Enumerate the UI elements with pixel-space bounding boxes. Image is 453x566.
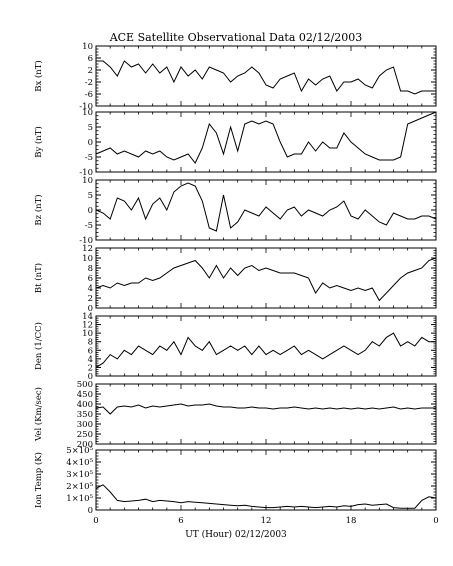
y-tick-label: 10 — [82, 42, 93, 52]
y-tick-label: 4 — [88, 284, 93, 294]
y-tick-label: 10 — [82, 254, 93, 264]
panel-2: 10 5 0 -5 -10 By (nT) — [33, 108, 437, 178]
y-axis-label: Den (1/CC) — [33, 322, 44, 370]
panel-7: 5×10⁵ 4×10⁵ 3×10⁵ 2×10⁵ 1×10⁵ 0 Ion Temp (K) — [33, 446, 437, 516]
y-tick-label: 200 — [77, 440, 93, 450]
y-tick-label: 4 — [88, 355, 93, 365]
y-tick-label: 14 — [82, 312, 93, 322]
series-line — [95, 257, 437, 302]
y-tick-label: 450 — [77, 390, 93, 400]
y-tick-label: 12 — [82, 244, 93, 254]
panel-frame — [95, 383, 437, 445]
y-tick-label: 400 — [77, 400, 93, 410]
series-line — [95, 111, 437, 164]
y-tick-label: -5 — [85, 153, 93, 163]
y-tick-label: 4×10⁵ — [66, 458, 93, 468]
y-tick-label: 350 — [77, 410, 93, 420]
panel-frame — [95, 315, 437, 377]
y-tick-label: 5 — [88, 123, 93, 133]
series-line — [95, 403, 436, 415]
y-tick-label: 10 — [82, 329, 93, 339]
y-tick-label: 6 — [88, 274, 93, 284]
chart-title: ACE Satellite Observational Data 02/12/2… — [109, 31, 363, 44]
y-tick-label: 2×10⁵ — [66, 482, 93, 492]
x-tick-label: 6 — [178, 516, 183, 526]
y-axis-label: Vel (Km/sec) — [33, 387, 44, 442]
y-axis-label: Bx (nT) — [33, 60, 44, 92]
y-tick-label: 2 — [88, 363, 93, 373]
y-tick-label: 12 — [82, 321, 93, 331]
y-axis-label: By (nT) — [33, 126, 44, 158]
y-tick-label: 10 — [82, 176, 93, 186]
y-tick-label: -10 — [79, 102, 93, 112]
y-tick-label: 8 — [88, 264, 93, 274]
panel-frame — [95, 179, 437, 241]
series-line — [95, 484, 437, 509]
y-axis-label: Ion Temp (K) — [33, 452, 44, 508]
y-tick-label: 0 — [88, 506, 93, 516]
y-tick-label: 0 — [88, 206, 93, 216]
y-tick-label: 8 — [88, 338, 93, 348]
x-tick-label: 12 — [261, 516, 272, 526]
y-tick-label: -5 — [85, 221, 93, 231]
y-tick-label: -2 — [85, 78, 93, 88]
x-axis-label: UT (Hour) 02/12/2003 — [185, 529, 287, 540]
y-tick-label: 1×10⁵ — [66, 494, 93, 504]
y-axis-label: Bz (nT) — [33, 194, 44, 225]
y-tick-label: -10 — [79, 168, 93, 178]
series-line — [95, 332, 436, 368]
chart-panels: 10 6 2 -2 -6 -10 Bx (nT) 10 5 0 -5 -10 By (nT) 10 5 0 -5… — [33, 42, 439, 526]
x-tick-label: 0 — [433, 516, 438, 526]
x-tick-label: 0 — [93, 516, 98, 526]
y-tick-label: 500 — [77, 380, 93, 390]
panel-1: 10 6 2 -2 -6 -10 Bx (nT) — [33, 42, 437, 112]
y-tick-label: 250 — [77, 430, 93, 440]
y-tick-label: 0 — [88, 372, 93, 382]
y-tick-label: 10 — [82, 108, 93, 118]
y-tick-label: 6 — [88, 54, 93, 64]
y-tick-label: -10 — [79, 236, 93, 246]
y-axis-label: Bt (nT) — [33, 263, 44, 293]
y-tick-label: 0 — [88, 138, 93, 148]
y-tick-label: 5 — [88, 191, 93, 201]
y-tick-label: 0 — [88, 304, 93, 314]
y-tick-label: 2 — [88, 294, 93, 304]
panel-frame — [95, 449, 437, 511]
y-tick-label: 300 — [77, 420, 93, 430]
series-line — [96, 60, 436, 95]
x-tick-label: 18 — [346, 516, 357, 526]
y-tick-label: 3×10⁵ — [66, 470, 93, 480]
y-tick-label: 6 — [88, 346, 93, 356]
panel-3: 10 5 0 -5 -10 Bz (nT) — [33, 176, 437, 246]
panel-frame — [95, 45, 437, 107]
series-line — [95, 182, 437, 232]
y-tick-label: 5×10⁵ — [66, 446, 93, 456]
y-tick-label: 2 — [88, 66, 93, 76]
y-tick-label: -6 — [85, 90, 93, 100]
